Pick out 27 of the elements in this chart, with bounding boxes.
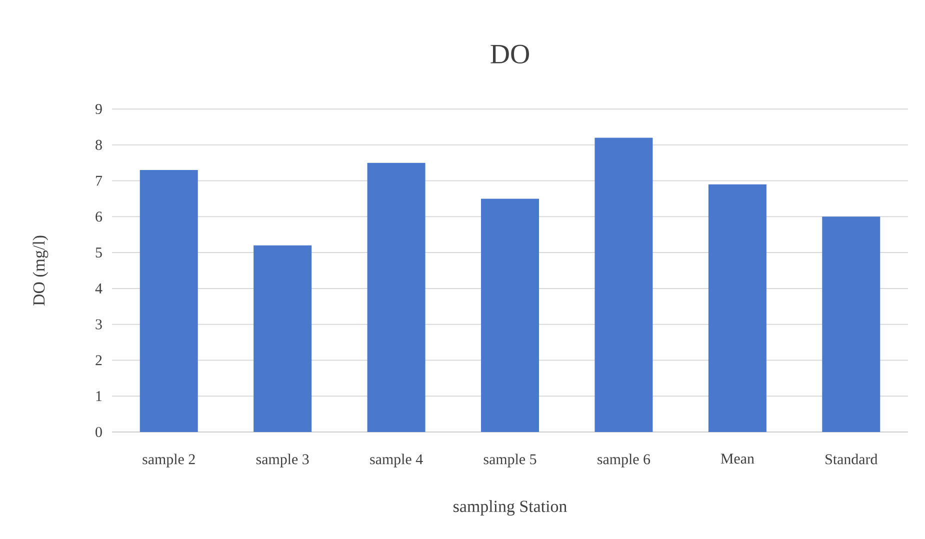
bar — [822, 216, 880, 432]
chart-title: DO — [490, 44, 529, 64]
x-axis-title: sampling Station — [454, 500, 567, 516]
x-tick-label: sample 2 — [142, 454, 195, 468]
x-tick-label: sample 3 — [256, 454, 309, 468]
y-tick-label: 1 — [96, 391, 102, 402]
x-tick-label: sample 6 — [598, 454, 650, 468]
y-axis-title: DO (mg/l) — [32, 236, 48, 306]
x-tick-label: sample 5 — [484, 454, 536, 468]
bar — [367, 162, 426, 432]
x-tick-label: sample 4 — [370, 454, 423, 468]
y-tick-label: 2 — [96, 355, 102, 366]
bar — [594, 138, 653, 432]
bar — [140, 170, 198, 432]
bar — [254, 245, 312, 432]
bar — [481, 198, 540, 432]
y-tick-label: 7 — [96, 176, 102, 186]
x-tick-label: Standard — [826, 454, 878, 464]
y-tick-label: 0 — [96, 426, 102, 438]
y-tick-label: 9 — [95, 104, 102, 114]
y-tick-label: 8 — [96, 140, 102, 150]
y-tick-label: 3 — [96, 319, 102, 330]
x-tick-label: Mean — [720, 454, 754, 464]
bar — [708, 184, 766, 432]
y-tick-label: 5 — [96, 248, 102, 258]
y-tick-label: 6 — [96, 212, 102, 222]
y-tick-label: 4 — [95, 284, 102, 294]
